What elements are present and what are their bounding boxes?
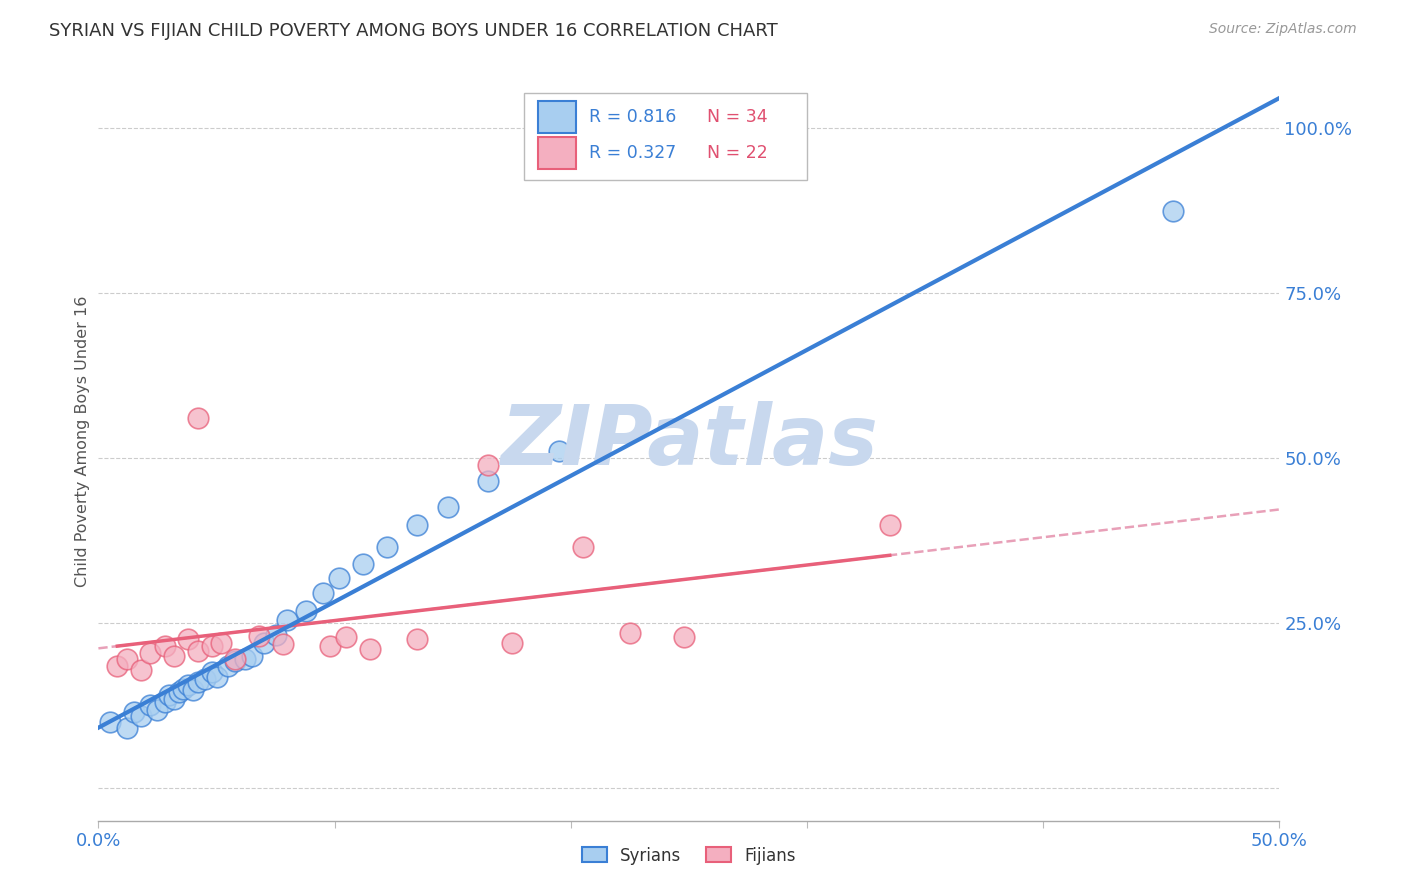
Point	[352, 557, 374, 571]
Text: Source: ZipAtlas.com: Source: ZipAtlas.com	[1209, 22, 1357, 37]
Text: R = 0.327: R = 0.327	[589, 144, 676, 161]
Point	[139, 698, 162, 713]
Point	[619, 625, 641, 640]
Text: R = 0.816: R = 0.816	[589, 108, 676, 126]
Point	[167, 685, 190, 699]
Point	[146, 703, 169, 717]
Bar	[537, 136, 575, 169]
Point	[224, 654, 246, 668]
Point	[271, 637, 294, 651]
Point	[328, 571, 350, 585]
Text: ZIPatlas: ZIPatlas	[501, 401, 877, 482]
Point	[1161, 203, 1184, 218]
FancyBboxPatch shape	[523, 93, 807, 180]
Point	[139, 646, 162, 660]
Point	[187, 675, 209, 690]
Point	[501, 635, 523, 649]
Point	[224, 652, 246, 666]
Point	[122, 705, 145, 719]
Point	[548, 444, 571, 458]
Point	[673, 631, 696, 645]
Bar	[537, 101, 575, 133]
Point	[181, 683, 204, 698]
Point	[115, 722, 138, 736]
Point	[406, 632, 429, 647]
Point	[295, 604, 318, 618]
Point	[276, 613, 298, 627]
Text: SYRIAN VS FIJIAN CHILD POVERTY AMONG BOYS UNDER 16 CORRELATION CHART: SYRIAN VS FIJIAN CHILD POVERTY AMONG BOY…	[49, 22, 778, 40]
Point	[312, 586, 335, 600]
Point	[375, 540, 398, 554]
Point	[129, 663, 152, 677]
Legend: Syrians, Fijians: Syrians, Fijians	[574, 838, 804, 873]
Point	[406, 518, 429, 533]
Point	[217, 658, 239, 673]
Point	[177, 678, 200, 692]
Point	[201, 639, 224, 653]
Point	[335, 631, 357, 645]
Point	[359, 642, 381, 657]
Text: N = 22: N = 22	[707, 144, 768, 161]
Text: N = 34: N = 34	[707, 108, 768, 126]
Point	[157, 689, 180, 703]
Point	[187, 643, 209, 657]
Point	[233, 652, 256, 666]
Point	[879, 518, 901, 533]
Point	[437, 500, 460, 515]
Point	[194, 672, 217, 686]
Point	[115, 652, 138, 666]
Point	[187, 411, 209, 425]
Point	[201, 665, 224, 680]
Point	[247, 629, 270, 643]
Point	[163, 648, 186, 663]
Point	[264, 628, 287, 642]
Point	[240, 648, 263, 663]
Point	[172, 681, 194, 696]
Point	[477, 458, 499, 472]
Point	[177, 632, 200, 647]
Point	[153, 695, 176, 709]
Point	[319, 639, 342, 653]
Point	[205, 670, 228, 684]
Point	[209, 635, 232, 649]
Point	[163, 691, 186, 706]
Point	[153, 639, 176, 653]
Point	[253, 635, 276, 649]
Point	[105, 658, 128, 673]
Point	[477, 474, 499, 488]
Point	[98, 714, 121, 729]
Point	[129, 709, 152, 723]
Point	[571, 540, 593, 554]
Y-axis label: Child Poverty Among Boys Under 16: Child Poverty Among Boys Under 16	[75, 296, 90, 587]
